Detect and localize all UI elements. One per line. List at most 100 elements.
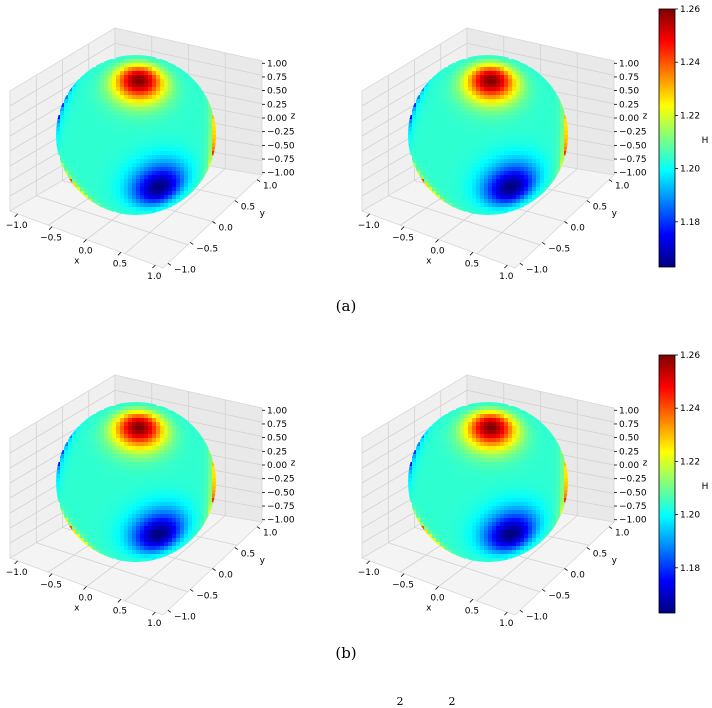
surface-cell xyxy=(172,79,177,84)
surface-cell xyxy=(556,95,561,100)
surface-cell xyxy=(480,163,485,168)
surface-cell xyxy=(172,490,177,495)
surface-cell xyxy=(112,175,117,180)
surface-cell xyxy=(116,59,121,64)
surface-cell xyxy=(548,498,553,503)
surface-cell xyxy=(452,191,457,196)
surface-cell xyxy=(84,119,89,124)
surface-cell xyxy=(164,199,169,204)
x-tick-label: 1.0 xyxy=(147,619,162,629)
surface-cell xyxy=(72,474,77,479)
surface-cell xyxy=(144,123,149,128)
surface-cell xyxy=(552,111,557,116)
surface-cell xyxy=(104,163,109,168)
surface-cell xyxy=(96,87,101,92)
surface-cell xyxy=(104,542,109,547)
surface-cell xyxy=(492,67,497,72)
surface-cell xyxy=(84,191,89,196)
surface-cell xyxy=(156,199,161,204)
surface-cell xyxy=(68,494,73,499)
surface-cell xyxy=(136,207,141,212)
surface-cell xyxy=(188,502,193,507)
surface-cell xyxy=(508,406,513,411)
surface-cell xyxy=(116,167,121,172)
surface-cell xyxy=(120,490,125,495)
surface-cell xyxy=(448,442,453,447)
surface-cell xyxy=(488,191,493,196)
surface-cell xyxy=(516,95,521,100)
surface-cell xyxy=(408,147,413,152)
surface-cell xyxy=(68,103,73,108)
surface-cell xyxy=(204,147,209,152)
surface-cell xyxy=(452,426,457,431)
surface-cell xyxy=(452,490,457,495)
surface-cell xyxy=(208,474,213,479)
surface-cell xyxy=(148,115,153,120)
surface-cell xyxy=(496,470,501,475)
surface-cell xyxy=(476,79,481,84)
surface-cell xyxy=(120,418,125,423)
surface-cell xyxy=(152,538,157,543)
surface-cell xyxy=(488,446,493,451)
surface-cell xyxy=(120,558,125,562)
surface-cell xyxy=(128,111,133,116)
surface-cell xyxy=(504,414,509,419)
surface-cell xyxy=(204,127,209,132)
surface-cell xyxy=(96,550,101,555)
surface-cell xyxy=(144,171,149,176)
surface-cell xyxy=(144,494,149,499)
surface-cell xyxy=(116,470,121,475)
surface-cell xyxy=(116,95,121,100)
surface-cell xyxy=(72,155,77,160)
surface-cell xyxy=(476,143,481,148)
surface-cell xyxy=(116,454,121,459)
surface-cell xyxy=(160,534,165,539)
surface-cell xyxy=(484,418,489,423)
surface-cell xyxy=(160,107,165,112)
surface-cell xyxy=(76,119,81,124)
surface-cell xyxy=(100,486,105,491)
surface-cell xyxy=(480,187,485,192)
surface-cell xyxy=(180,79,185,84)
surface-cell xyxy=(460,498,465,503)
surface-cell xyxy=(180,486,185,491)
surface-cell xyxy=(484,63,489,68)
surface-cell xyxy=(536,418,541,423)
surface-cell xyxy=(132,211,137,215)
surface-cell xyxy=(464,414,469,419)
surface-cell xyxy=(516,99,521,104)
surface-cell xyxy=(464,159,469,164)
surface-cell xyxy=(428,147,433,152)
surface-cell xyxy=(140,79,145,84)
surface-cell xyxy=(480,502,485,507)
surface-cell xyxy=(196,175,201,180)
surface-cell xyxy=(116,135,121,140)
surface-cell xyxy=(172,99,177,104)
surface-cell xyxy=(160,554,165,559)
surface-cell xyxy=(476,95,481,100)
surface-cell xyxy=(92,454,97,459)
surface-cell xyxy=(492,418,497,423)
surface-cell xyxy=(164,171,169,176)
surface-cell xyxy=(424,454,429,459)
surface-cell xyxy=(84,111,89,116)
surface-cell xyxy=(76,478,81,483)
surface-cell xyxy=(180,143,185,148)
surface-cell xyxy=(564,462,568,467)
surface-cell xyxy=(476,199,481,204)
surface-cell xyxy=(484,191,489,196)
z-tick-label: −0.25 xyxy=(619,128,647,138)
surface-cell xyxy=(540,450,545,455)
surface-cell xyxy=(132,474,137,479)
surface-cell xyxy=(160,526,165,531)
surface-cell xyxy=(120,458,125,463)
surface-cell xyxy=(540,107,545,112)
surface-cell xyxy=(180,514,185,519)
surface-cell xyxy=(524,482,529,487)
surface-cell xyxy=(152,135,157,140)
surface-cell xyxy=(164,95,169,100)
surface-cell xyxy=(148,426,153,431)
surface-cell xyxy=(548,434,553,439)
surface-cell xyxy=(188,426,193,431)
surface-cell xyxy=(480,414,485,419)
